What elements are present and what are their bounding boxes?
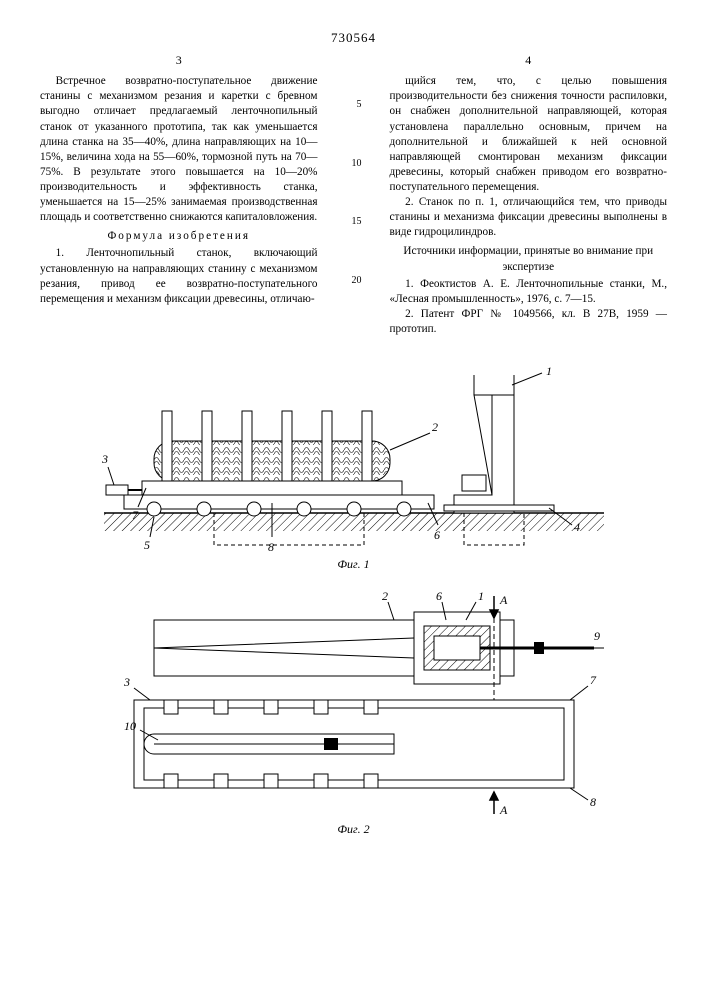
line-number: 5 (357, 98, 362, 112)
line-number: 20 (352, 274, 362, 288)
right-para-2: 2. Станок по п. 1, отличающийся тем, что… (390, 195, 668, 240)
figure-2: A A 1 2 6 9 7 8 3 10 Фиг. 2 (40, 590, 667, 837)
callout-3: 3 (101, 452, 108, 466)
left-col-number: 3 (40, 52, 318, 68)
source-2: 2. Патент ФРГ № 1049566, кл. В 27В, 1959… (390, 307, 668, 337)
section-A-bottom: A (499, 803, 508, 817)
callout-2: 2 (432, 420, 438, 434)
callout-7: 7 (132, 508, 139, 522)
text-columns: 3 Встречное возвратно-поступательное дви… (40, 52, 667, 337)
left-column: 3 Встречное возвратно-поступательное дви… (40, 52, 318, 337)
section-A-top: A (499, 593, 508, 607)
document-number: 730564 (40, 30, 667, 46)
figure-1-svg: 1 2 3 4 5 6 7 8 (94, 355, 614, 555)
figure-2-svg: A A 1 2 6 9 7 8 3 10 (94, 590, 614, 820)
line-number-gutter: 5 10 15 20 (346, 52, 362, 337)
callout-8: 8 (268, 540, 274, 554)
callout-5: 5 (144, 538, 150, 552)
line-number: 15 (352, 215, 362, 229)
right-col-number: 4 (390, 52, 668, 68)
callout-10: 10 (124, 719, 136, 733)
callout-9: 9 (594, 629, 600, 643)
figure-1: 1 2 3 4 5 6 7 8 Фиг. 1 (40, 355, 667, 572)
callout-6: 6 (434, 528, 440, 542)
left-para-1: Встречное возвратно-поступательное движе… (40, 74, 318, 225)
figure-1-caption: Фиг. 1 (40, 557, 667, 572)
callout-3b: 3 (123, 675, 130, 689)
callout-7b: 7 (590, 673, 597, 687)
callout-2b: 2 (382, 590, 388, 603)
sources-heading: Источники информации, принятые во вниман… (390, 244, 668, 274)
line-number: 10 (352, 157, 362, 171)
callout-1b: 1 (478, 590, 484, 603)
formula-heading: Формула изобретения (40, 229, 318, 244)
callout-1: 1 (546, 364, 552, 378)
callout-6b: 6 (436, 590, 442, 603)
source-1: 1. Феоктистов А. Е. Ленточнопильные стан… (390, 277, 668, 307)
right-column: 4 щийся тем, что, с целью повышения прои… (390, 52, 668, 337)
callout-4: 4 (574, 520, 580, 534)
right-para-1: щийся тем, что, с целью повышения произв… (390, 74, 668, 195)
formula-text: 1. Ленточнопильный станок, включающий ус… (40, 246, 318, 306)
callout-8b: 8 (590, 795, 596, 809)
figure-2-caption: Фиг. 2 (40, 822, 667, 837)
